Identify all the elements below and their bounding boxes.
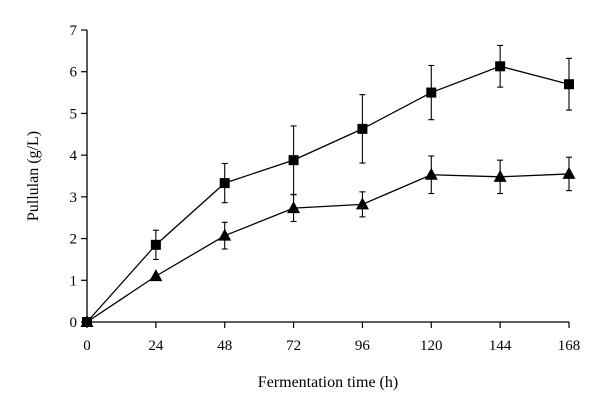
triangle-marker	[80, 315, 94, 327]
triangle-marker	[493, 169, 507, 182]
y-tick-label: 3	[70, 190, 78, 206]
triangle-marker	[218, 228, 232, 241]
triangle-series	[80, 155, 576, 327]
y-tick-label: 5	[70, 106, 78, 122]
y-axis-title: Pullulan (g/L)	[25, 131, 42, 221]
x-axis-title: Fermentation time (h)	[258, 374, 398, 391]
x-tick-label: 168	[558, 338, 581, 354]
x-tick-label: 0	[83, 338, 91, 354]
x-tick-label: 96	[355, 338, 371, 354]
triangle-marker	[355, 197, 369, 210]
triangle-series-line	[86, 173, 570, 323]
y-tick-label: 7	[70, 23, 78, 39]
square-marker	[564, 79, 574, 90]
y-axis-ticks: 0 1 2 3 4 5 6 7	[70, 23, 87, 331]
x-axis-ticks: 0 24 48 72 96 120 144 168	[83, 322, 580, 354]
triangle-marker	[424, 167, 438, 180]
square-marker	[495, 61, 506, 72]
square-marker	[357, 123, 368, 134]
triangle-marker	[149, 269, 163, 282]
triangle-marker	[287, 201, 301, 214]
y-tick-label: 2	[70, 232, 78, 248]
square-marker	[426, 87, 437, 98]
square-series-line	[86, 65, 570, 323]
square-marker	[150, 239, 161, 250]
square-marker	[219, 178, 230, 189]
x-tick-label: 72	[286, 338, 301, 354]
y-tick-label: 1	[70, 273, 78, 289]
x-tick-label: 48	[217, 338, 232, 354]
x-tick-label: 144	[489, 338, 512, 354]
y-tick-label: 6	[70, 65, 78, 81]
x-tick-label: 24	[148, 338, 164, 354]
x-tick-label: 120	[420, 338, 443, 354]
triangle-marker	[562, 166, 576, 179]
y-tick-label: 4	[70, 148, 78, 164]
square-marker	[288, 155, 299, 166]
series-layer	[80, 44, 576, 327]
y-tick-label: 0	[70, 315, 78, 331]
